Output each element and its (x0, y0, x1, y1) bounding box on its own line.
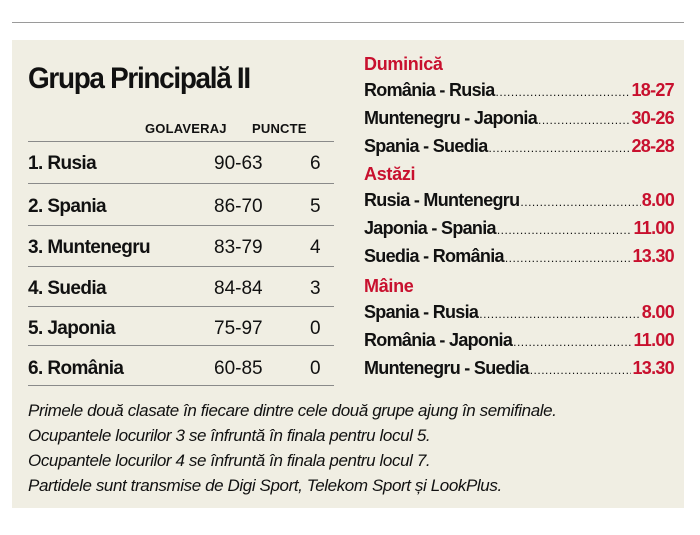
row-divider (28, 183, 334, 184)
dot-leader: ........................................… (488, 141, 631, 155)
table-row: 5. Japonia 75-97 0 (28, 308, 334, 348)
match-teams: România - Japonia (364, 330, 513, 350)
dot-leader: ........................................… (513, 335, 632, 349)
match-row: Muntenegru - Suedia ....................… (364, 358, 675, 384)
points: 6 (310, 153, 321, 174)
goal-difference: 84-84 (214, 278, 263, 299)
dot-leader: ........................................… (495, 85, 631, 99)
match-teams: Spania - Suedia (364, 136, 488, 156)
header-points: PUNCTE (252, 121, 307, 136)
team-name: 1. Rusia (28, 153, 97, 174)
match-time: 8.00 (641, 302, 675, 322)
match-time: 13.30 (632, 358, 674, 378)
dot-leader: ........................................… (520, 195, 640, 209)
note-line: Ocupantele locurilor 3 se înfruntă în fi… (28, 426, 431, 445)
points: 3 (310, 278, 321, 299)
table-row: 1. Rusia 90-63 6 (28, 143, 334, 183)
match-result: 30-26 (631, 108, 674, 128)
day-heading: Duminică (364, 54, 443, 74)
row-divider (28, 225, 334, 226)
match-time: 8.00 (641, 190, 675, 210)
match-teams: România - Rusia (364, 80, 495, 100)
match-row: Muntenegru - Japonia ...................… (364, 108, 675, 134)
match-teams: Rusia - Muntenegru (364, 190, 520, 210)
match-time: 13.30 (632, 246, 674, 266)
dot-leader: ........................................… (496, 223, 633, 237)
match-teams: Japonia - Spania (364, 218, 497, 238)
match-row: Spania - Rusia .........................… (364, 302, 675, 328)
row-divider (28, 266, 334, 267)
match-result: 28-28 (631, 136, 674, 156)
match-result: 18-27 (631, 80, 674, 100)
team-name: 3. Muntenegru (28, 237, 151, 258)
table-row: 3. Muntenegru 83-79 4 (28, 227, 334, 267)
match-row: Spania - Suedia ........................… (364, 136, 675, 162)
standings-title: Grupa Principală II (28, 62, 251, 95)
day-heading: Astăzi (364, 164, 416, 184)
match-teams: Muntenegru - Suedia (364, 358, 529, 378)
note-line: Partidele sunt transmise de Digi Sport, … (28, 476, 502, 495)
table-row: 2. Spania 86-70 5 (28, 186, 334, 226)
header-goal-difference: GOLAVERAJ (145, 121, 227, 136)
match-row: Japonia - Spania .......................… (364, 218, 675, 244)
match-row: România - Japonia ......................… (364, 330, 675, 356)
team-name: 5. Japonia (28, 318, 116, 339)
goal-difference: 75-97 (214, 318, 263, 339)
match-row: Rusia - Muntenegru .....................… (364, 190, 675, 216)
points: 5 (310, 196, 321, 217)
goal-difference: 83-79 (214, 237, 263, 258)
top-divider (12, 22, 684, 23)
team-name: 2. Spania (28, 196, 107, 217)
team-name: 4. Suedia (28, 278, 107, 299)
table-divider (28, 141, 334, 142)
match-time: 11.00 (633, 218, 674, 238)
day-heading: Mâine (364, 276, 414, 296)
row-divider (28, 345, 334, 346)
table-row: 6. România 60-85 0 (28, 348, 334, 388)
match-teams: Muntenegru - Japonia (364, 108, 538, 128)
row-divider (28, 385, 334, 386)
match-teams: Suedia - România (364, 246, 505, 266)
match-time: 11.00 (633, 330, 674, 350)
points: 0 (310, 318, 321, 339)
team-name: 6. România (28, 358, 124, 379)
goal-difference: 90-63 (214, 153, 263, 174)
match-row: România - Rusia ........................… (364, 80, 675, 106)
dot-leader: ........................................… (538, 113, 631, 127)
points: 0 (310, 358, 321, 379)
note-line: Ocupantele locurilor 4 se înfruntă în fi… (28, 451, 431, 470)
table-row: 4. Suedia 84-84 3 (28, 268, 334, 308)
row-divider (28, 306, 334, 307)
goal-difference: 60-85 (214, 358, 263, 379)
dot-leader: ........................................… (504, 251, 632, 265)
infobox-panel: Grupa Principală II GOLAVERAJ PUNCTE 1. … (12, 40, 684, 508)
note-line: Primele două clasate în fiecare dintre c… (28, 401, 557, 420)
match-teams: Spania - Rusia (364, 302, 479, 322)
goal-difference: 86-70 (214, 196, 263, 217)
dot-leader: ........................................… (479, 307, 641, 321)
dot-leader: ........................................… (529, 363, 632, 377)
points: 4 (310, 237, 321, 258)
match-row: Suedia - România .......................… (364, 246, 675, 272)
